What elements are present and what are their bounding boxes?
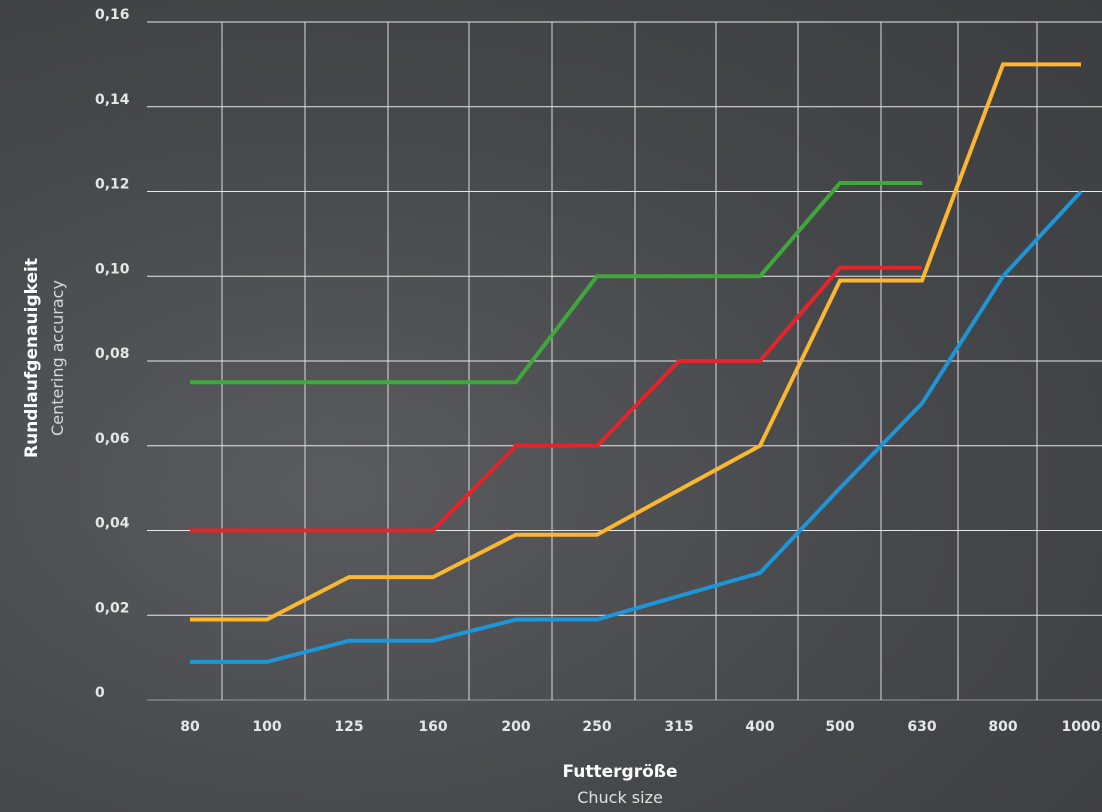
series-line-2 bbox=[190, 265, 922, 533]
x-tick-label: 800 bbox=[988, 719, 1017, 735]
y-tick-label: 0,06 bbox=[95, 431, 130, 447]
y-tick-label: 0 bbox=[95, 685, 105, 701]
x-tick-label: 500 bbox=[825, 719, 854, 735]
y-tick-label: 0,08 bbox=[95, 346, 130, 362]
series-line-3 bbox=[190, 62, 1081, 622]
y-tick-label: 0,02 bbox=[95, 600, 130, 616]
x-tick-label: 315 bbox=[664, 719, 693, 735]
x-tick-label: 200 bbox=[501, 719, 530, 735]
y-tick-label: 0,10 bbox=[95, 261, 130, 277]
x-tick-label: 250 bbox=[582, 719, 611, 735]
series-lines bbox=[190, 62, 1083, 664]
x-axis-subtitle: Chuck size bbox=[577, 788, 663, 807]
y-tick-label: 0,12 bbox=[95, 177, 130, 193]
y-tick-label: 0,16 bbox=[95, 7, 130, 23]
x-axis-title: Futtergröße bbox=[562, 762, 677, 782]
x-tick-labels: 80 100 125 160 200 250 315 400 500 630 800 1000 bbox=[180, 719, 1100, 735]
series-line-4 bbox=[190, 190, 1083, 664]
x-tick-label: 125 bbox=[334, 719, 363, 735]
x-tick-label: 1000 bbox=[1062, 719, 1101, 735]
y-tick-label: 0,14 bbox=[95, 92, 130, 108]
x-tick-label: 160 bbox=[418, 719, 447, 735]
grid bbox=[147, 21, 1102, 701]
x-tick-label: 630 bbox=[907, 719, 936, 735]
y-tick-labels: 0 0,02 0,04 0,06 0,08 0,10 0,12 0,14 0,16 bbox=[95, 7, 130, 701]
x-tick-label: 80 bbox=[180, 719, 200, 735]
y-axis-title: Rundlaufgenauigkeit bbox=[22, 258, 42, 458]
y-tick-label: 0,04 bbox=[95, 516, 130, 532]
y-axis-subtitle: Centering accuracy bbox=[48, 280, 67, 436]
x-tick-label: 100 bbox=[252, 719, 281, 735]
x-tick-label: 400 bbox=[745, 719, 774, 735]
series-line-1 bbox=[190, 181, 922, 385]
